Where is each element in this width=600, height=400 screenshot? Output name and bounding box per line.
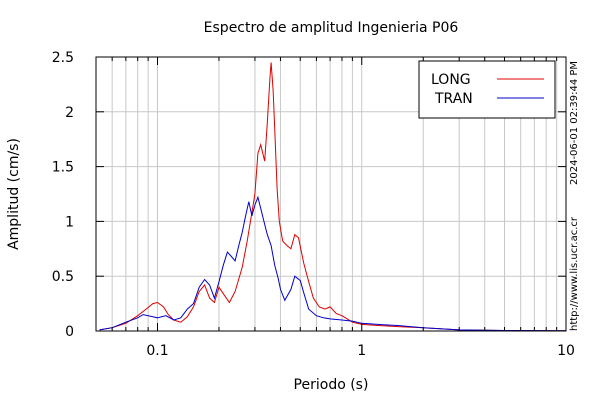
- series-line-long: [99, 62, 567, 332]
- legend: LONG TRAN: [418, 60, 556, 119]
- x-tick-label: 1: [357, 343, 366, 359]
- series-layer: [99, 62, 567, 332]
- y-tick-label: 1.5: [52, 160, 74, 176]
- legend-label-long: LONG: [431, 72, 471, 88]
- y-tick-label: 2.5: [52, 50, 74, 66]
- legend-label-tran: TRAN: [434, 91, 473, 107]
- y-tick-label: 1: [65, 214, 74, 230]
- x-tick-label: 0.1: [146, 343, 168, 359]
- chart-title: Espectro de amplitud Ingenieria P06: [204, 20, 459, 36]
- x-axis-label: Periodo (s): [294, 377, 369, 393]
- y-tick-label: 0: [65, 324, 74, 340]
- x-tick-label: 10: [557, 343, 575, 359]
- series-line-tran: [99, 195, 567, 332]
- tick-labels: 0 0.5 1 1.5 2 2.5 0.1 1 10: [52, 50, 575, 359]
- y-tick-label: 0.5: [52, 269, 74, 285]
- plot-frame: [95, 56, 567, 332]
- tick-marks: [95, 56, 567, 332]
- legend-box: [418, 60, 556, 119]
- y-axis-label: Amplitud (cm/s): [6, 138, 22, 250]
- source-url-label: http://www.lis.ucr.ac.cr: [569, 216, 580, 331]
- y-tick-label: 2: [65, 105, 74, 121]
- timestamp-label: 2024-06-01 02:39:44 PM: [569, 61, 580, 185]
